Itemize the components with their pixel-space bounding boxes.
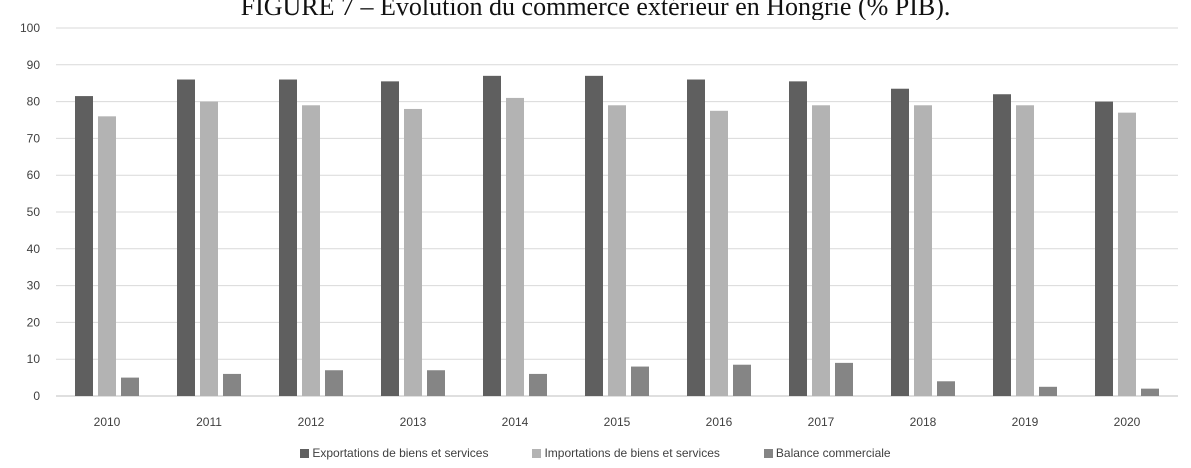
x-tick-label: 2020 [1114,415,1141,429]
y-tick-label: 10 [27,352,41,366]
bar-imports [1118,112,1136,396]
y-tick-label: 60 [27,168,41,182]
legend-item: Importations de biens et services [532,446,720,460]
bar-balance [631,366,649,396]
y-tick-label: 50 [27,205,41,219]
y-tick-label: 0 [33,389,40,403]
bar-balance [121,377,139,396]
bar-balance [937,381,955,396]
bar-exports [483,75,501,396]
bar-balance [223,373,241,396]
x-tick-label: 2018 [910,415,937,429]
x-tick-label: 2010 [94,415,121,429]
bar-imports [98,116,116,396]
x-tick-label: 2012 [298,415,325,429]
legend-item: Exportations de biens et services [300,446,488,460]
x-tick-label: 2017 [808,415,835,429]
bar-balance [835,362,853,396]
legend-label: Balance commerciale [775,446,891,460]
legend-swatch [300,449,310,458]
legend-swatch [763,449,773,458]
bar-exports [789,81,807,397]
y-tick-label: 40 [27,242,41,256]
bar-imports [404,108,422,397]
x-tick-label: 2014 [502,415,529,429]
x-tick-label: 2019 [1012,415,1039,429]
bar-exports [177,79,195,397]
bar-balance [529,373,547,396]
legend-label: Importations de biens et services [544,446,720,460]
y-tick-label: 20 [27,315,41,329]
x-tick-label: 2016 [706,415,733,429]
bar-exports [75,96,93,396]
x-tick-label: 2015 [604,415,631,429]
legend-item: Balance commerciale [763,446,891,460]
bar-imports [200,101,218,396]
bar-imports [914,105,932,396]
bar-exports [279,79,297,397]
bar-exports [1095,101,1113,396]
bar-balance [733,364,751,396]
bar-imports [1016,105,1034,396]
bar-imports [812,105,830,396]
bar-imports [608,105,626,396]
bar-exports [585,75,603,396]
bar-exports [687,79,705,397]
bar-exports [891,88,909,396]
bar-imports [506,97,524,397]
y-tick-label: 100 [20,21,40,35]
bar-balance [1141,388,1159,396]
x-tick-label: 2011 [196,415,222,429]
bar-imports [302,105,320,396]
legend-swatch [532,449,542,458]
y-tick-label: 30 [27,279,41,293]
bar-balance [325,370,343,396]
bar-imports [710,110,728,397]
y-tick-label: 80 [27,95,41,109]
bar-exports [993,94,1011,397]
bar-chart: 0 10 20 30 40 50 60 70 80 90 100 2010 2011 2012 2013 20… [20,21,1178,429]
x-tick-label: 2013 [400,415,427,429]
legend-label: Exportations de biens et services [312,446,489,460]
bar-balance [427,370,445,396]
figure-caption: FIGURE 7 – Évolution du commerce extérie… [240,0,951,20]
y-tick-label: 90 [27,58,41,72]
bar-balance [1039,386,1057,396]
legend: Exportations de biens et services Importa… [0,446,1191,460]
y-tick-label: 70 [27,131,41,145]
bar-exports [381,81,399,397]
